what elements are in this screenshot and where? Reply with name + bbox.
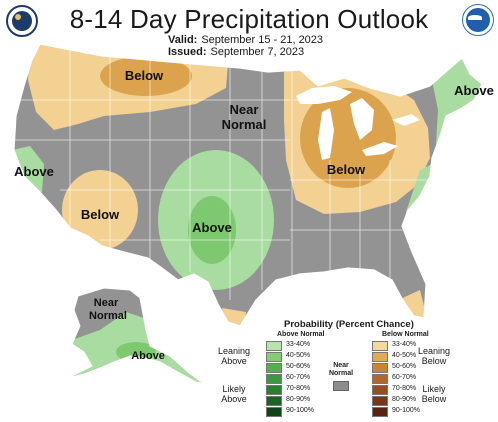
issued-value: September 7, 2023 [210, 46, 305, 58]
legend-likely-above-line2: Above [221, 394, 247, 404]
legend-above-swatch [266, 363, 282, 373]
above-core-central [188, 196, 236, 264]
legend-above-swatch [266, 396, 282, 406]
legend-above-header: Above Normal [277, 331, 325, 338]
legend-below-range-label: 80-90% [392, 396, 417, 403]
legend-likely-above-line1: Likely [222, 384, 246, 394]
legend-below-range-label: 50-60% [392, 363, 417, 370]
legend-below-range-label: 60-70% [392, 374, 417, 381]
legend-above-range-label: 90-100% [286, 407, 315, 414]
map-label-below-great-lakes: Below [327, 162, 366, 177]
legend-below-range-label: 70-80% [392, 385, 417, 392]
legend-leaning-above: Leaning Above [212, 346, 256, 366]
legend-title: Probability (Percent Chance) [284, 319, 414, 330]
great-lakes-water [296, 86, 420, 160]
legend-below-swatch [372, 363, 388, 373]
legend-above-range-label: 80-90% [286, 396, 311, 403]
legend-likely-above: Likely Above [212, 384, 256, 404]
noaa-logo-icon [462, 4, 494, 36]
map-label-alaska-above: Above [131, 350, 165, 362]
state-boundaries [14, 44, 430, 300]
map-label-near-normal-1: Near [230, 102, 259, 117]
legend-below-range-label: 90-100% [392, 407, 421, 414]
legend-above-swatch [266, 352, 282, 362]
legend-below-range-label: 40-50% [392, 352, 417, 359]
map-label-below-northwest: Below [125, 68, 164, 83]
legend-below-swatch [372, 341, 388, 351]
legend-above-swatch [266, 385, 282, 395]
legend-above-swatch [266, 341, 282, 351]
issued-date: Issued: September 7, 2023 [168, 46, 304, 58]
legend-below-swatch [372, 396, 388, 406]
legend-leaning-above-line1: Leaning [217, 346, 251, 356]
legend-above-range-label: 70-80% [286, 385, 311, 392]
legend-below-swatch [372, 374, 388, 384]
legend-below-header: Below Normal [382, 331, 429, 338]
legend-above-range-label: 33-40% [286, 341, 311, 348]
legend-likely-below-line1: Likely [422, 384, 446, 394]
legend-above-swatch [266, 374, 282, 384]
legend-near-normal-swatch [333, 381, 349, 391]
legend-above-range-label: 50-60% [286, 363, 311, 370]
legend-leaning-below-line2: Below [421, 356, 447, 366]
legend-below-swatch [372, 352, 388, 362]
map-label-alaska-near-1: Near [94, 297, 119, 309]
page-title: 8-14 Day Precipitation Outlook [69, 4, 429, 34]
valid-label: Valid: [168, 34, 198, 46]
alaska-outline [67, 287, 205, 385]
map-label-alaska-near-2: Normal [89, 310, 127, 322]
legend-leaning-below-line1: Leaning [417, 346, 451, 356]
legend-below-swatch [372, 385, 388, 395]
legend-leaning-below: Leaning Below [412, 346, 456, 366]
legend-above-swatch [266, 407, 282, 417]
valid-value: September 15 - 21, 2023 [201, 34, 324, 46]
legend-likely-below: Likely Below [412, 384, 456, 404]
map-label-near-normal-2: Normal [222, 117, 267, 132]
legend-below-range-label: 33-40% [392, 341, 417, 348]
valid-dates: Valid: September 15 - 21, 2023 [168, 34, 323, 46]
legend-above-range-label: 60-70% [286, 374, 311, 381]
noaa-cpc-seal-icon [6, 5, 38, 37]
map-label-above-northeast: Above [454, 83, 494, 98]
below-core-northwest [100, 56, 192, 96]
issued-label: Issued: [168, 46, 207, 58]
legend-near-line1: Near [333, 362, 349, 369]
below-region-texas-coast [222, 308, 246, 326]
legend-near-normal: Near Normal [327, 362, 355, 378]
alaska-regions [68, 288, 204, 384]
legend-leaning-above-line2: Above [221, 356, 247, 366]
legend-likely-below-line2: Below [421, 394, 447, 404]
map-label-above-west: Above [14, 164, 54, 179]
conus-outline [13, 43, 483, 327]
legend-above-range-label: 40-50% [286, 352, 311, 359]
legend-below-swatch [372, 407, 388, 417]
map-label-above-central: Above [192, 220, 232, 235]
legend-near-line2: Normal [328, 370, 354, 377]
map-label-below-southwest: Below [81, 207, 120, 222]
